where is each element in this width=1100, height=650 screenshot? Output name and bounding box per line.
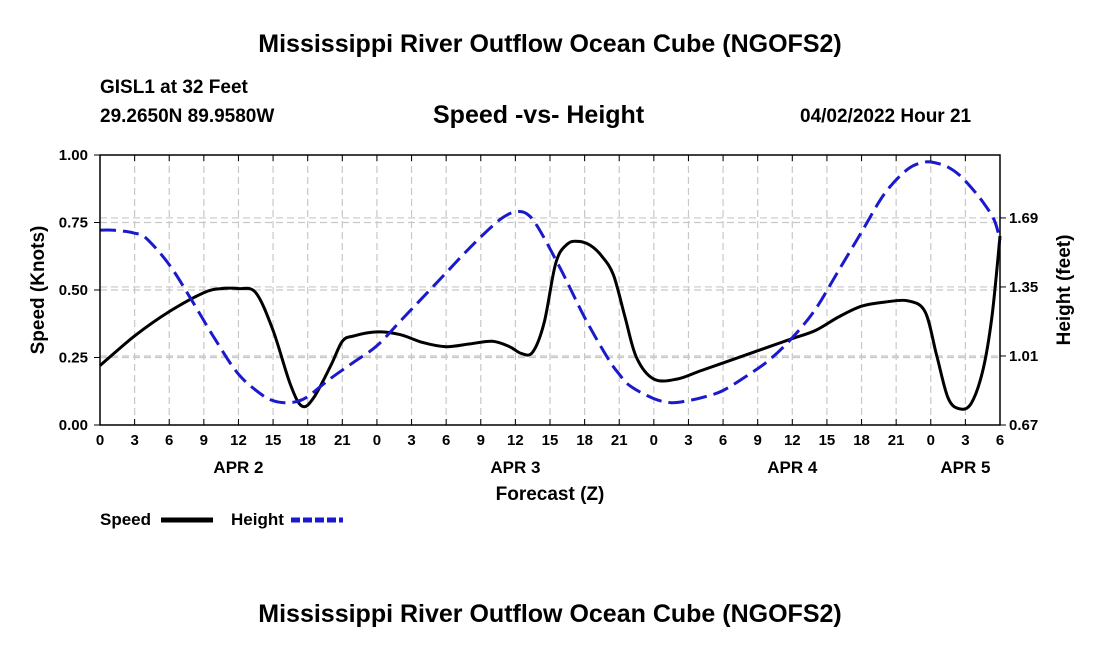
y-tick-label: 0.75: [59, 215, 88, 232]
x-tick-label: 15: [542, 432, 559, 449]
x-tick-label: 21: [888, 432, 905, 449]
chart-subtitle: Speed -vs- Height: [433, 101, 645, 129]
x-tick-label: 0: [650, 432, 658, 449]
y-tick-label: 0.50: [59, 282, 88, 299]
x-tick-label: 15: [819, 432, 836, 449]
y2-tick-label: 1.35: [1009, 279, 1038, 296]
x-tick-label: 6: [996, 432, 1004, 449]
legend-label-speed: Speed: [100, 510, 151, 529]
x-tick-label: 18: [299, 432, 316, 449]
chart-axes: 0 3 6 9 12 15 18 21 0 3 6 9 12 15 18 21 0 3 6 9 12 15 18 21 0 3 6A…: [59, 147, 1038, 477]
y2-tick-label: 0.67: [1009, 417, 1038, 434]
x-tick-label: 3: [684, 432, 692, 449]
chart-legend: Speed Height: [100, 510, 343, 529]
x-tick-label: 3: [961, 432, 969, 449]
x-tick-label: 21: [334, 432, 351, 449]
y-tick-label: 0.00: [59, 417, 88, 434]
x-tick-label: 9: [200, 432, 208, 449]
x-tick-label: 3: [130, 432, 138, 449]
forecast-date: 04/02/2022 Hour 21: [800, 106, 972, 127]
day-label: APR 2: [213, 458, 263, 477]
x-tick-label: 9: [477, 432, 485, 449]
height-series-line: [99, 160, 1002, 405]
day-label: APR 5: [940, 458, 990, 477]
y-axis-label: Speed (Knots): [28, 226, 49, 355]
y-tick-label: 1.00: [59, 147, 88, 164]
x-tick-label: 12: [507, 432, 524, 449]
x-tick-label: 0: [96, 432, 104, 449]
x-tick-label: 6: [165, 432, 173, 449]
x-tick-label: 3: [407, 432, 415, 449]
x-tick-label: 0: [927, 432, 935, 449]
y2-axis-label: Height (feet): [1054, 235, 1075, 346]
x-tick-label: 21: [611, 432, 628, 449]
x-tick-label: 15: [265, 432, 282, 449]
station-label: GISL1 at 32 Feet: [100, 77, 248, 98]
x-tick-label: 6: [442, 432, 450, 449]
x-tick-label: 12: [784, 432, 801, 449]
x-tick-label: 12: [230, 432, 247, 449]
x-tick-label: 9: [754, 432, 762, 449]
day-label: APR 4: [767, 458, 818, 477]
x-tick-label: 18: [853, 432, 870, 449]
day-label: APR 3: [490, 458, 540, 477]
x-tick-label: 0: [373, 432, 381, 449]
page-title: Mississippi River Outflow Ocean Cube (NG…: [258, 30, 842, 58]
x-axis-label: Forecast (Z): [496, 484, 605, 505]
chart-series: [99, 160, 1002, 411]
x-tick-label: 18: [576, 432, 593, 449]
chart-grid: [100, 155, 1000, 425]
footer-title: Mississippi River Outflow Ocean Cube (NG…: [258, 600, 842, 628]
x-tick-label: 6: [719, 432, 727, 449]
y2-tick-label: 1.01: [1009, 348, 1038, 365]
legend-label-height: Height: [231, 510, 284, 529]
station-coordinates: 29.2650N 89.9580W: [100, 106, 275, 127]
y2-tick-label: 1.69: [1009, 210, 1038, 227]
y-tick-label: 0.25: [59, 350, 88, 367]
